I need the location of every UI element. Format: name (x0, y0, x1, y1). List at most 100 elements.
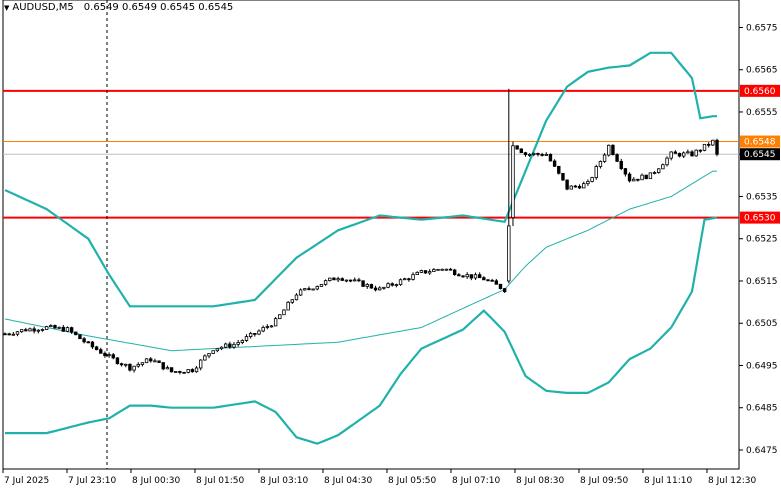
candle (436, 268, 440, 271)
candle (611, 144, 615, 156)
candle (3, 332, 7, 336)
candle (502, 287, 507, 293)
symbol-header: ▼ AUDUSD,M5 0.6549 0.6549 0.6545 0.6545 (4, 2, 233, 13)
candle (11, 332, 16, 336)
candle (32, 326, 36, 334)
candle (469, 274, 474, 281)
x-tick-label: 8 Jul 08:30 (516, 476, 565, 486)
x-tick-label: 8 Jul 07:10 (452, 476, 501, 486)
candle (111, 353, 115, 360)
candle (157, 360, 161, 363)
candle (36, 329, 41, 334)
candle (373, 285, 378, 292)
candle (586, 179, 590, 186)
candle (619, 158, 623, 171)
candle (369, 283, 374, 289)
candle (398, 278, 403, 286)
x-tick-label: 8 Jul 09:50 (580, 476, 629, 486)
candle (665, 156, 669, 167)
candle (486, 278, 490, 282)
candle (636, 178, 640, 182)
triangle-down-icon[interactable]: ▼ (4, 3, 10, 12)
candle (344, 279, 349, 283)
y-tick-label: 0.6555 (746, 108, 778, 118)
candle (49, 324, 53, 328)
candle (378, 286, 382, 291)
x-tick-label: 8 Jul 00:30 (132, 476, 181, 486)
candle (240, 339, 245, 345)
candle (244, 334, 249, 342)
candle (657, 168, 661, 174)
candle (669, 151, 673, 161)
candle (140, 362, 145, 367)
candle (419, 269, 424, 274)
x-tick-label: 8 Jul 05:50 (388, 476, 437, 486)
candle (286, 301, 290, 311)
candle (253, 333, 257, 337)
candle (161, 362, 165, 371)
candle (269, 324, 274, 328)
candle (311, 288, 315, 291)
y-tick-label: 0.6525 (746, 235, 778, 245)
x-tick-label: 8 Jul 11:10 (644, 476, 693, 486)
candle (99, 347, 103, 354)
candle (236, 340, 240, 347)
candle (527, 153, 532, 157)
candle (394, 283, 399, 288)
candle (265, 324, 270, 330)
candle (390, 282, 394, 287)
candle (627, 172, 632, 183)
candle (519, 148, 524, 154)
level-price-tag: 0.6548 (740, 135, 780, 148)
candle (74, 331, 78, 336)
candle (144, 358, 149, 364)
x-tick-label: 7 Jul 23:10 (68, 476, 117, 486)
candle (307, 286, 311, 291)
candle (673, 150, 678, 154)
candle (186, 369, 190, 374)
candle (594, 164, 598, 180)
candle (7, 332, 11, 336)
candle (461, 275, 465, 278)
candle (423, 270, 428, 274)
plot-frame (2, 0, 740, 470)
candle (194, 366, 199, 373)
candle (273, 316, 278, 327)
candle (203, 354, 207, 361)
candle (24, 327, 28, 332)
candle (490, 278, 494, 282)
candle (540, 152, 544, 157)
candle (598, 160, 603, 169)
candle (607, 144, 611, 157)
candle (382, 286, 386, 290)
candle (336, 276, 340, 283)
candle (332, 277, 336, 281)
candle (119, 362, 124, 367)
candle (465, 272, 469, 279)
y-tick-label: 0.6535 (746, 192, 778, 202)
candle (694, 149, 698, 157)
candle (165, 365, 170, 370)
candle (190, 368, 195, 373)
candle (232, 342, 236, 349)
candle (257, 329, 261, 336)
candle (690, 150, 694, 157)
candle (615, 153, 619, 162)
candle (228, 341, 232, 349)
ohlc-values: 0.6549 0.6549 0.6545 0.6545 (83, 2, 234, 13)
candle (457, 273, 461, 277)
candle (319, 283, 324, 287)
candle (15, 330, 20, 337)
candle (40, 328, 45, 332)
candle (702, 143, 707, 152)
candle (340, 277, 344, 282)
candle (411, 272, 415, 281)
y-tick-label: 0.6485 (746, 404, 778, 414)
candle (523, 151, 528, 157)
x-tick-label: 8 Jul 01:50 (196, 476, 245, 486)
candle (569, 185, 573, 190)
candle (498, 283, 503, 290)
candle (644, 174, 648, 180)
